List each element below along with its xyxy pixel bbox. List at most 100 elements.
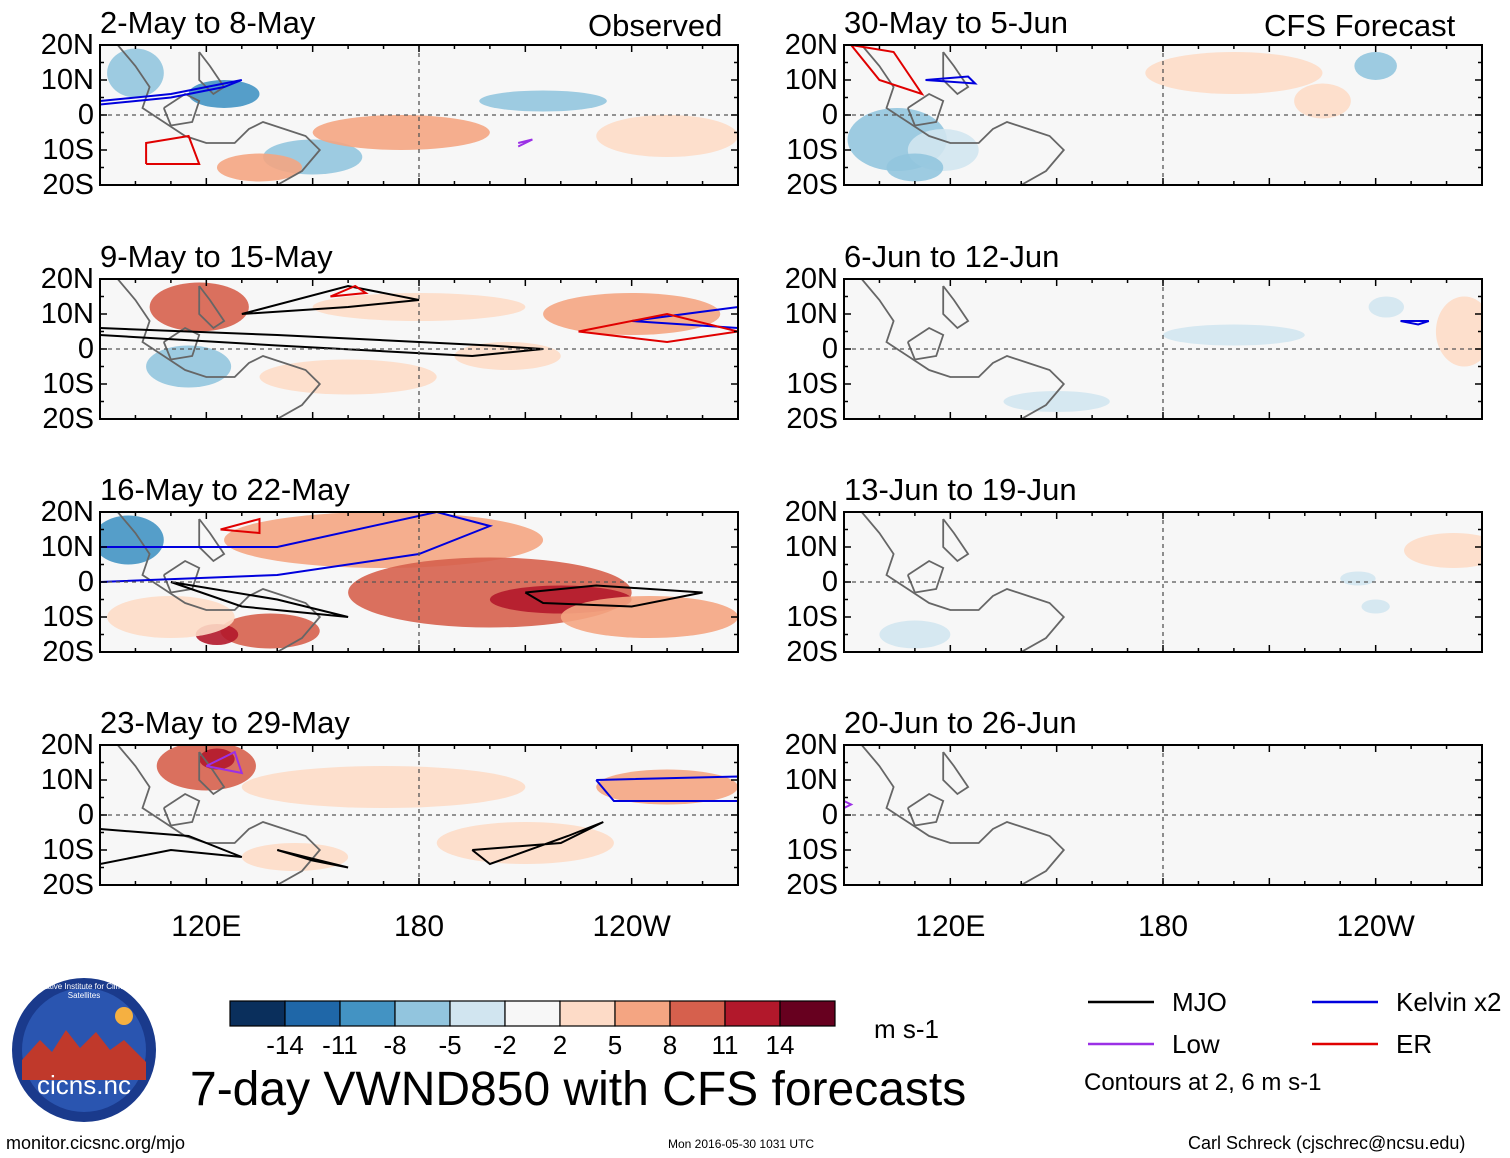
lat-tick-label: 20S <box>42 636 94 668</box>
anomaly-shading <box>1368 296 1405 318</box>
coastline <box>117 512 322 652</box>
anomaly-shading <box>220 613 320 649</box>
colorbar <box>229 1000 836 1027</box>
colorbar-swatch <box>394 1000 451 1027</box>
coastline <box>906 92 945 127</box>
wave-contour <box>100 79 243 106</box>
coastline <box>906 559 945 594</box>
lat-tick-label: 20N <box>784 263 838 295</box>
map-panel <box>99 44 739 186</box>
anomaly-shading <box>107 596 235 638</box>
colorbar-tick-label: -14 <box>266 1030 304 1060</box>
observed-label: Observed <box>588 8 723 43</box>
map-panel <box>99 511 739 653</box>
map-panel <box>843 44 1483 186</box>
colorbar-tick-label: 8 <box>662 1030 678 1060</box>
wave-contour <box>844 800 854 809</box>
map-panel <box>99 278 739 420</box>
coastline <box>198 51 226 96</box>
lat-tick-label: 10S <box>42 368 94 400</box>
forecast-label: CFS Forecast <box>1264 8 1456 43</box>
wave-contour <box>170 581 349 618</box>
panels-layer <box>99 44 1483 886</box>
lon-tick-label: 120W <box>592 910 671 943</box>
lat-tick-label: 20N <box>40 729 94 761</box>
map-panel <box>843 278 1483 420</box>
colorbar-swatch <box>614 1000 671 1027</box>
lat-tick-label: 0 <box>821 99 838 131</box>
coastline <box>942 51 970 96</box>
lat-tick-label: 20N <box>784 729 838 761</box>
panel-period-label: 9-May to 15-May <box>100 239 333 274</box>
coastline <box>861 745 1066 885</box>
lat-tick-label: 0 <box>821 333 838 365</box>
panel-period-label: 13-Jun to 19-Jun <box>844 472 1077 507</box>
anomaly-shading <box>1404 533 1482 568</box>
coastline <box>198 518 226 563</box>
lat-tick-label: 10N <box>784 64 838 96</box>
anomaly-shading <box>1003 391 1110 412</box>
anomaly-shading <box>1340 571 1376 586</box>
anomaly-shading <box>241 766 526 808</box>
coastline <box>906 326 945 361</box>
lat-tick-label: 0 <box>77 333 94 365</box>
coastline <box>942 285 970 330</box>
coastline <box>861 279 1066 419</box>
anomaly-shading <box>479 90 607 112</box>
lat-tick-label: 10S <box>786 834 838 866</box>
main-title: 7-day VWND850 with CFS forecasts <box>190 1063 967 1116</box>
colorbar-swatch <box>504 1000 561 1027</box>
colorbar-tick-label: 11 <box>711 1030 739 1060</box>
lon-tick-label: 120E <box>915 910 986 943</box>
wave-contour <box>517 138 533 148</box>
anomaly-shading <box>1145 52 1323 94</box>
lat-tick-label: 0 <box>77 799 94 831</box>
lat-tick-label: 10N <box>40 298 94 330</box>
lat-tick-label: 20S <box>42 869 94 901</box>
anomaly-shading <box>216 153 303 182</box>
anomaly-shading <box>312 115 490 150</box>
lat-tick-label: 20S <box>42 403 94 435</box>
anomaly-shading <box>100 515 164 565</box>
wave-contour <box>100 828 243 865</box>
panel-period-label: 6-Jun to 12-Jun <box>844 239 1060 274</box>
logo: cicns.nc <box>12 978 156 1122</box>
anomaly-shading <box>241 843 349 871</box>
anomaly-shading <box>543 293 721 335</box>
lat-tick-label: 10N <box>40 764 94 796</box>
lat-tick-label: 20S <box>786 169 838 201</box>
lat-tick-label: 20S <box>42 169 94 201</box>
coastline <box>162 792 201 827</box>
anomaly-shading <box>596 115 738 157</box>
panel-period-label: 16-May to 22-May <box>100 472 350 507</box>
wave-contour <box>524 584 703 608</box>
anomaly-shading <box>1435 296 1482 367</box>
wave-contour <box>578 312 738 344</box>
map-panel <box>99 744 739 886</box>
lat-tick-label: 20N <box>784 29 838 61</box>
colorbar-swatch <box>339 1000 396 1027</box>
colorbar-swatch <box>779 1000 836 1027</box>
colorbar-swatch <box>724 1000 781 1027</box>
lat-tick-label: 20S <box>786 403 838 435</box>
colorbar-tick-label: -5 <box>438 1030 462 1060</box>
lat-tick-label: 20N <box>40 496 94 528</box>
lat-tick-label: 10S <box>786 368 838 400</box>
anomaly-shading <box>596 769 738 805</box>
coastline <box>198 285 226 330</box>
colorbar-swatch <box>669 1000 726 1027</box>
lon-tick-label: 120E <box>171 910 242 943</box>
legend-label: Kelvin x2 <box>1396 987 1502 1017</box>
colorbar-swatch <box>229 1000 286 1027</box>
lat-tick-label: 10S <box>42 834 94 866</box>
map-panel <box>843 744 1483 886</box>
lat-tick-label: 10S <box>42 134 94 166</box>
anomaly-shading <box>1361 599 1390 614</box>
lat-tick-label: 20N <box>40 263 94 295</box>
anomaly-shading <box>1294 83 1351 119</box>
coastline <box>942 751 970 796</box>
anomaly-shading <box>107 48 164 98</box>
panel-period-label: 20-Jun to 26-Jun <box>844 705 1077 740</box>
colorbar-tick-label: -11 <box>322 1030 358 1060</box>
